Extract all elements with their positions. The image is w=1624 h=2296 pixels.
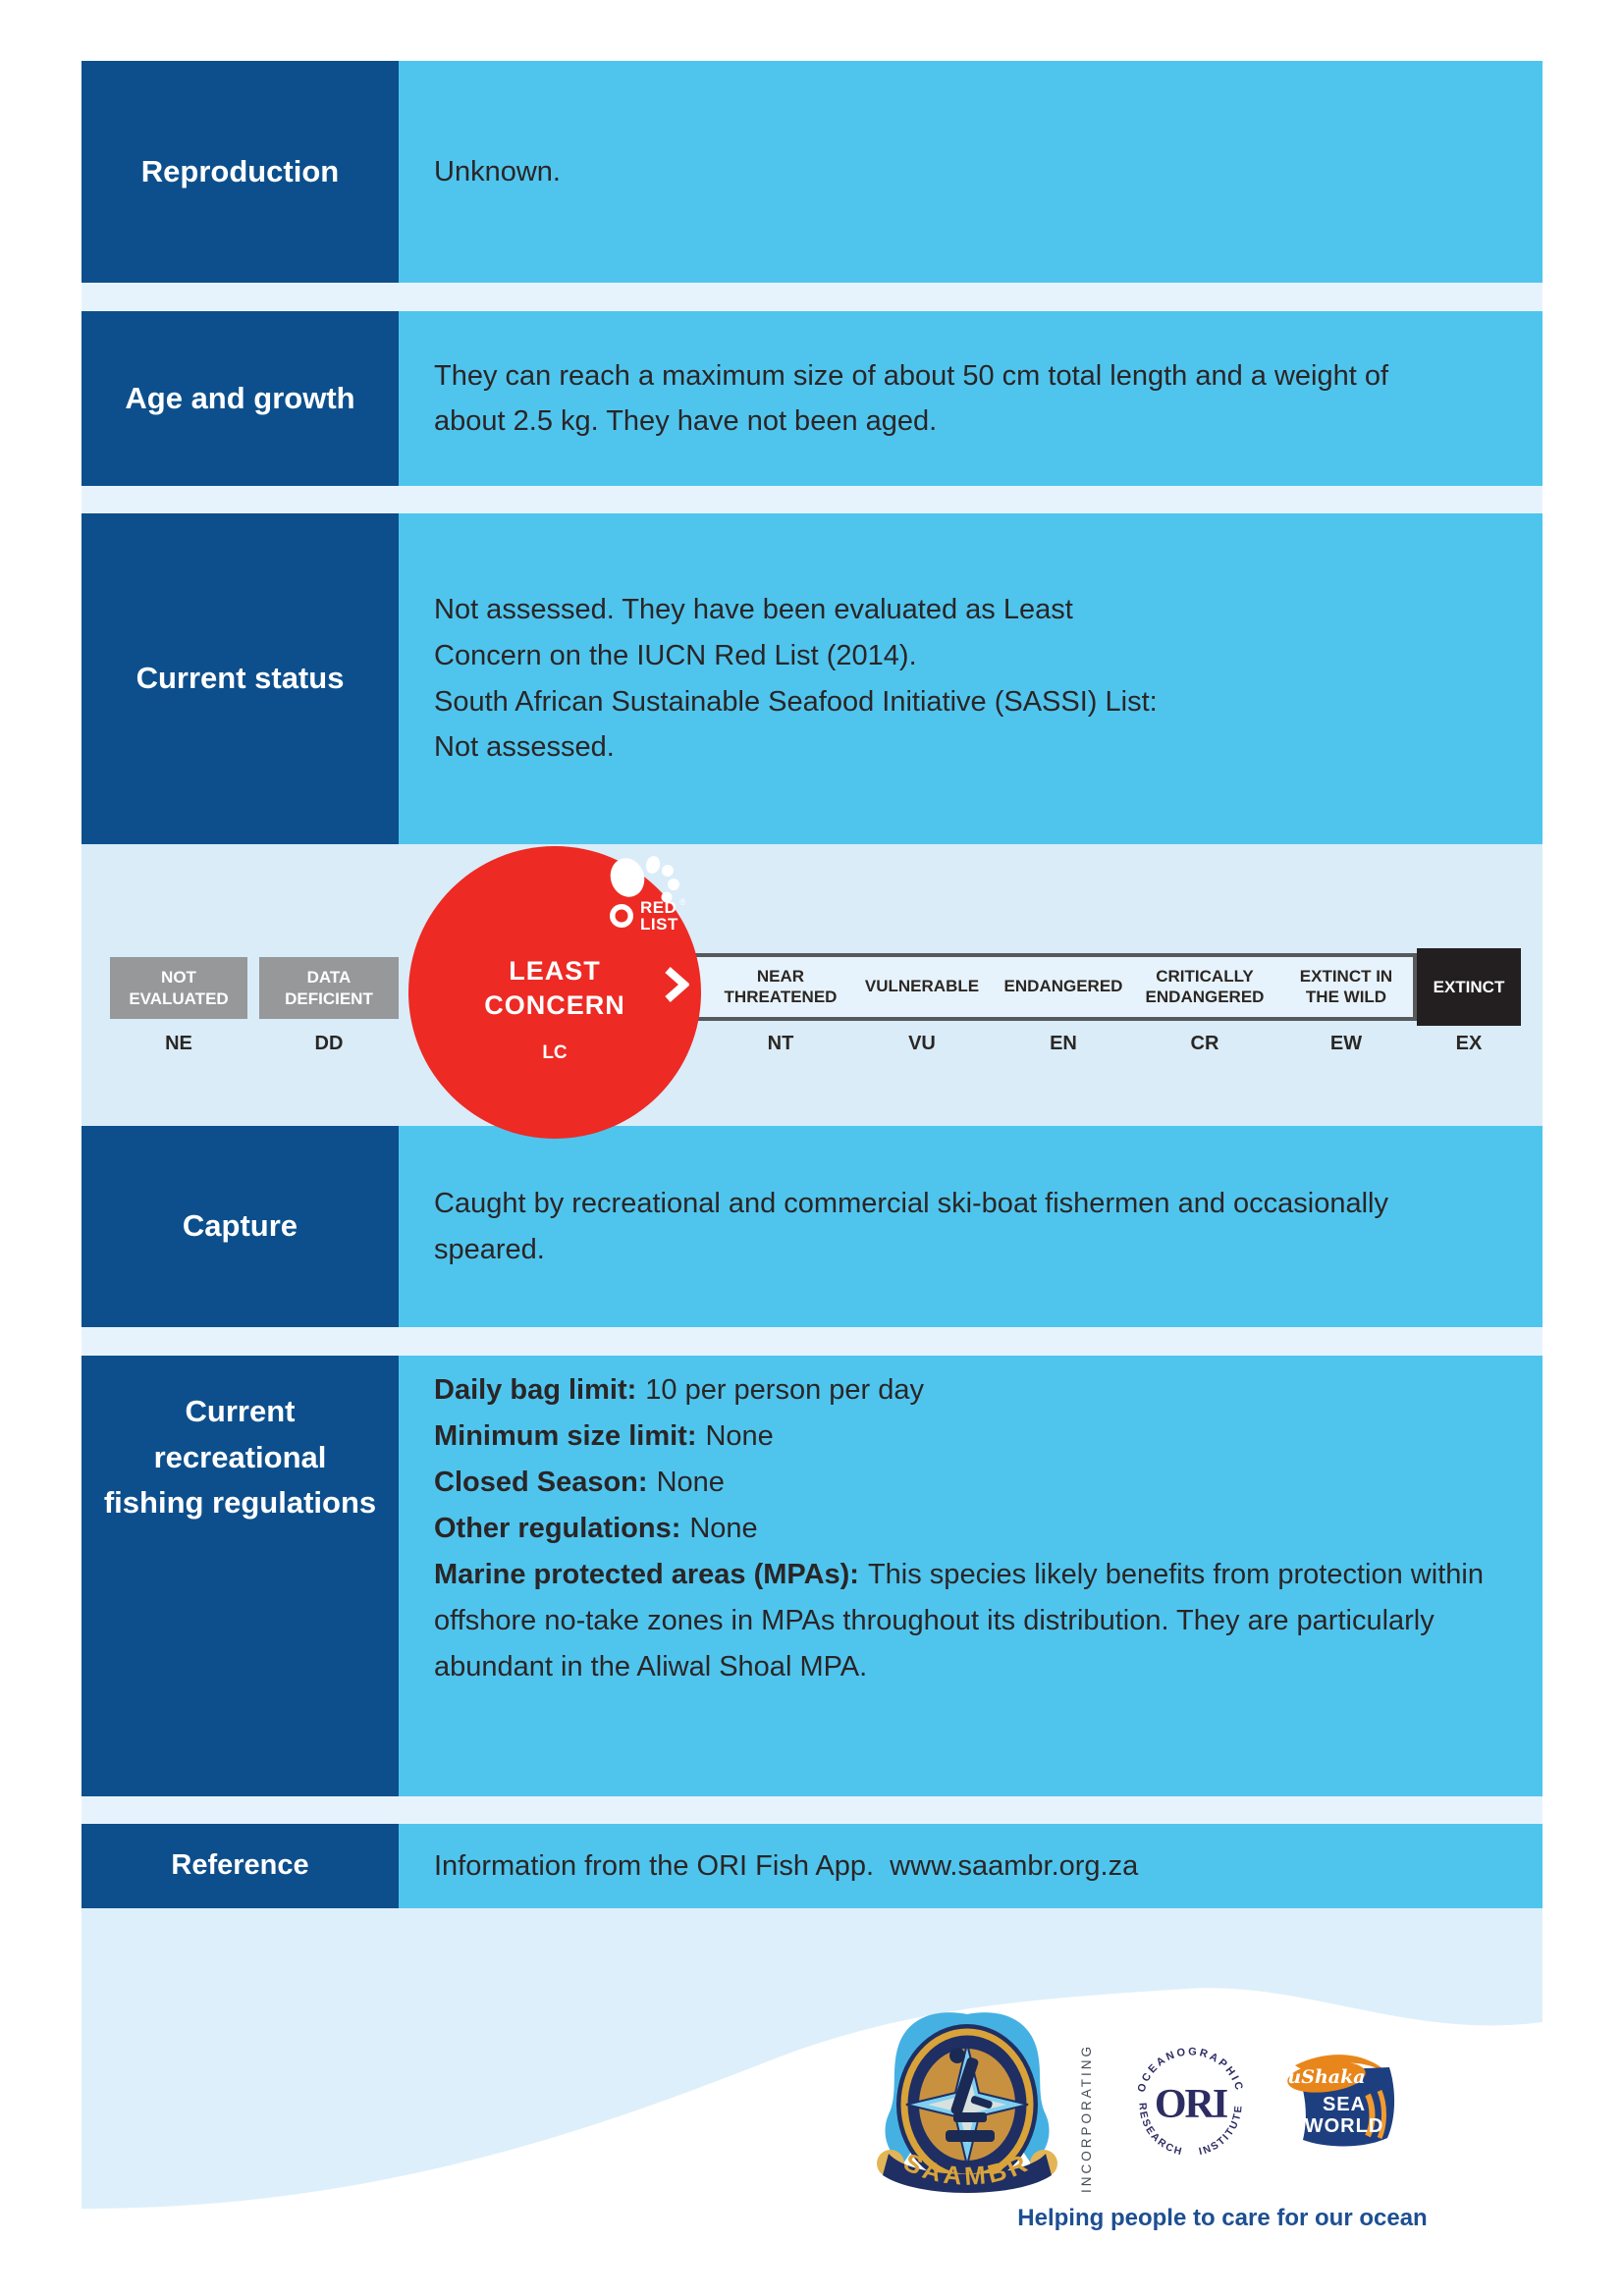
row-divider: [81, 486, 1543, 513]
current-status-label: Current status: [81, 513, 399, 844]
reproduction-content: Unknown.: [399, 61, 1543, 283]
regulation-term: Daily bag limit:: [434, 1374, 637, 1406]
iucn-category-endangered: ENDANGERED: [1003, 977, 1123, 996]
regulation-term: Marine protected areas (MPAs):: [434, 1558, 859, 1590]
age-growth-text: They can reach a maximum size of about 5…: [434, 359, 1389, 437]
iucn-code-vu: VU: [908, 1033, 936, 1054]
svg-text:SEA: SEA: [1323, 2094, 1366, 2115]
status-line: South African Sustainable Seafood Initia…: [434, 685, 1158, 718]
least-concern-text: LEAST CONCERN: [484, 956, 625, 1021]
least-concern-badge: RED LIST ® LEAST CONCERN LC: [408, 846, 701, 1139]
svg-text:WORLD: WORLD: [1305, 2115, 1384, 2137]
regulation-item: Other regulations: None: [434, 1506, 1503, 1552]
svg-text:RED: RED: [640, 898, 677, 917]
row-divider: [81, 283, 1543, 311]
ushaka-sea-world-logo: uShaka SEA WORLD: [1287, 2055, 1395, 2147]
iucn-code-ex: EX: [1455, 1033, 1483, 1054]
reference-content: Information from the ORI Fish App. www.s…: [399, 1824, 1543, 1908]
iucn-category-data-deficient: DATA DEFICIENT: [259, 957, 399, 1019]
capture-label: Capture: [81, 1126, 399, 1327]
row-divider: [81, 1796, 1543, 1824]
status-line: Not assessed. They have been evaluated a…: [434, 593, 1073, 625]
capture-text: Caught by recreational and commercial sk…: [434, 1188, 1388, 1265]
regulation-value: None: [656, 1466, 725, 1498]
iucn-category-vulnerable: VULNERABLE: [864, 977, 980, 996]
iucn-category-near-threatened: NEAR THREATENED: [724, 967, 838, 1006]
regulation-value: None: [705, 1419, 774, 1452]
reproduction-text: Unknown.: [434, 155, 561, 187]
regulation-term: Closed Season:: [434, 1466, 648, 1498]
row-reproduction: Reproduction Unknown.: [81, 61, 1543, 283]
regulation-item: Minimum size limit: None: [434, 1414, 1503, 1460]
current-status-content: Not assessed. They have been evaluated a…: [399, 513, 1543, 844]
capture-content: Caught by recreational and commercial sk…: [399, 1126, 1543, 1327]
iucn-code-dd: DD: [314, 1033, 344, 1054]
wave-decoration: [81, 1908, 1543, 2209]
regulation-term: Minimum size limit:: [434, 1419, 697, 1452]
status-line: Concern on the IUCN Red List (2014).: [434, 639, 917, 671]
ori-logo: OCEANOGRAPHIC RESEARCH INSTITUTE ORI: [1136, 2046, 1243, 2158]
row-reference: Reference Information from the ORI Fish …: [81, 1824, 1543, 1908]
fishing-regulations-label: Current recreational fishing regulations: [81, 1356, 399, 1796]
regulation-item: Closed Season: None: [434, 1460, 1503, 1506]
age-growth-label: Age and growth: [81, 311, 399, 486]
regulation-term: Other regulations:: [434, 1512, 681, 1544]
iucn-category-extinct: EXTINCT: [1417, 948, 1521, 1026]
row-fishing-regulations: Current recreational fishing regulations…: [81, 1356, 1543, 1796]
iucn-code-en: EN: [1050, 1033, 1077, 1054]
svg-text:®: ®: [679, 897, 686, 907]
age-growth-content: They can reach a maximum size of about 5…: [399, 311, 1543, 486]
regulation-value: This species likely benefits from protec…: [434, 1558, 1484, 1682]
regulation-item: Marine protected areas (MPAs): This speci…: [434, 1552, 1503, 1690]
footer-tagline: Helping people to care for our ocean: [1017, 2205, 1428, 2231]
reference-label: Reference: [81, 1824, 399, 1908]
iucn-code-ne: NE: [165, 1033, 192, 1054]
regulation-value: None: [689, 1512, 758, 1544]
row-divider: [81, 1327, 1543, 1356]
iucn-category-extinct-in-wild: EXTINCT IN THE WILD: [1299, 967, 1393, 1006]
iucn-category-not-evaluated: NOT EVALUATED: [110, 957, 247, 1019]
iucn-strip-codes: NT VU EN CR EW: [710, 1033, 1417, 1055]
saambr-logo: SAAMBR: [877, 2012, 1057, 2193]
svg-text:LIST: LIST: [640, 915, 678, 933]
iucn-threat-strip: [627, 953, 1417, 1021]
iucn-redlist-logo-icon: RED LIST ®: [610, 856, 686, 933]
iucn-code-lc: LC: [542, 1042, 568, 1063]
regulation-value: 10 per person per day: [645, 1374, 925, 1406]
row-age-growth: Age and growth They can reach a maximum …: [81, 311, 1543, 486]
incorporating-text: INCORPORATING: [1079, 2043, 1094, 2193]
iucn-category-critically-endangered: CRITICALLY ENDANGERED: [1145, 967, 1265, 1006]
status-line: Not assessed.: [434, 731, 615, 764]
regulation-item: Daily bag limit: 10 per person per day: [434, 1367, 1503, 1414]
footer: SAAMBR INCORPORATING OCEANOGRAPHIC RESEA…: [0, 1908, 1624, 2296]
iucn-strip-categories: NEAR THREATENED VULNERABLE ENDANGERED CR…: [710, 953, 1417, 1021]
chevron-right-icon: [665, 967, 689, 1002]
row-capture: Capture Caught by recreational and comme…: [81, 1126, 1543, 1327]
iucn-code-ew: EW: [1329, 1033, 1363, 1054]
reference-text: Information from the ORI Fish App. www.s…: [434, 1849, 1139, 1882]
svg-text:ORI: ORI: [1155, 2082, 1227, 2127]
iucn-code-cr: CR: [1190, 1033, 1219, 1054]
iucn-code-nt: NT: [767, 1033, 794, 1054]
iucn-redlist-scale: NOT EVALUATED DATA DEFICIENT NE DD NEAR …: [81, 844, 1543, 1139]
fishing-regulations-content: Daily bag limit: 10 per person per day Mi…: [399, 1356, 1543, 1796]
row-current-status: Current status Not assessed. They have b…: [81, 513, 1543, 844]
reproduction-label: Reproduction: [81, 61, 399, 283]
svg-text:uShaka: uShaka: [1287, 2066, 1365, 2088]
